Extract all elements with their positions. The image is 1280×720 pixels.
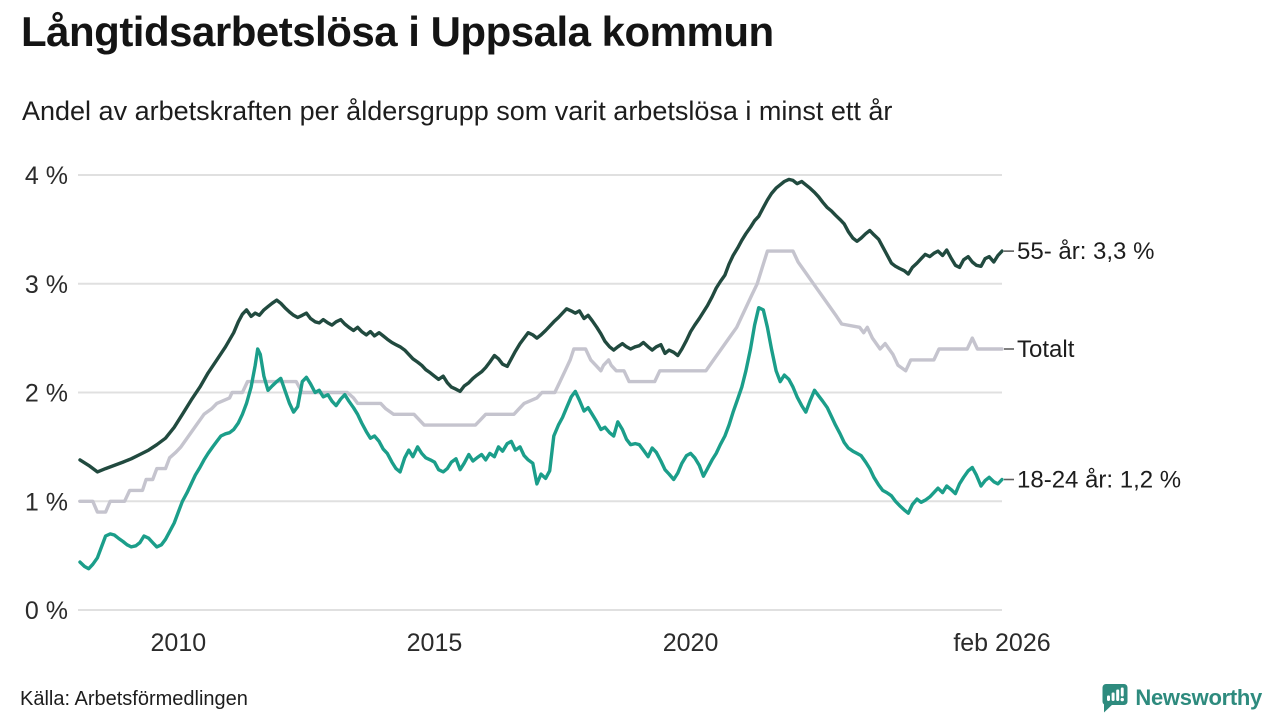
x-tick-label: 2010 — [151, 629, 207, 657]
series-end-labels: Totalt 18-24 år: 1,2 % 55- år: 3,3 % — [1004, 238, 1181, 494]
line-chart: 0 % 1 % 2 % 3 % 4 % 2010 2015 2020 feb 2026 Tot… — [25, 162, 1181, 657]
chart-subtitle: Andel av arbetskraften per åldersgrupp s… — [22, 96, 893, 126]
series-line-Totalt — [78, 249, 1004, 514]
series-line-55-r — [78, 177, 1004, 474]
series-end-label: Totalt — [1017, 336, 1075, 363]
y-tick-label: 2 % — [25, 380, 68, 408]
y-tick-label: 3 % — [25, 271, 68, 299]
series-end-label: 55- år: 3,3 % — [1017, 238, 1154, 265]
newsworthy-wordmark: Newsworthy — [1135, 685, 1262, 710]
x-tick-label: 2020 — [663, 629, 719, 657]
series-end-label: 18-24 år: 1,2 % — [1017, 467, 1181, 494]
source-note: Källa: Arbetsförmedlingen — [20, 688, 248, 710]
y-tick-label: 1 % — [25, 488, 68, 516]
newsworthy-brand: Newsworthy — [1100, 682, 1262, 714]
series-lines — [78, 177, 1004, 571]
series-line-18-24-r — [78, 306, 1004, 571]
page-title: Långtidsarbetslösa i Uppsala kommun — [21, 8, 774, 55]
x-tick-label: feb 2026 — [953, 629, 1050, 657]
y-tick-label: 0 % — [25, 597, 68, 625]
y-tick-label: 4 % — [25, 162, 68, 190]
x-tick-label: 2015 — [407, 629, 463, 657]
y-axis-tick-labels: 0 % 1 % 2 % 3 % 4 % — [25, 162, 68, 625]
newsworthy-logo-icon — [1102, 684, 1128, 713]
x-axis-tick-labels: 2010 2015 2020 feb 2026 — [151, 629, 1051, 657]
